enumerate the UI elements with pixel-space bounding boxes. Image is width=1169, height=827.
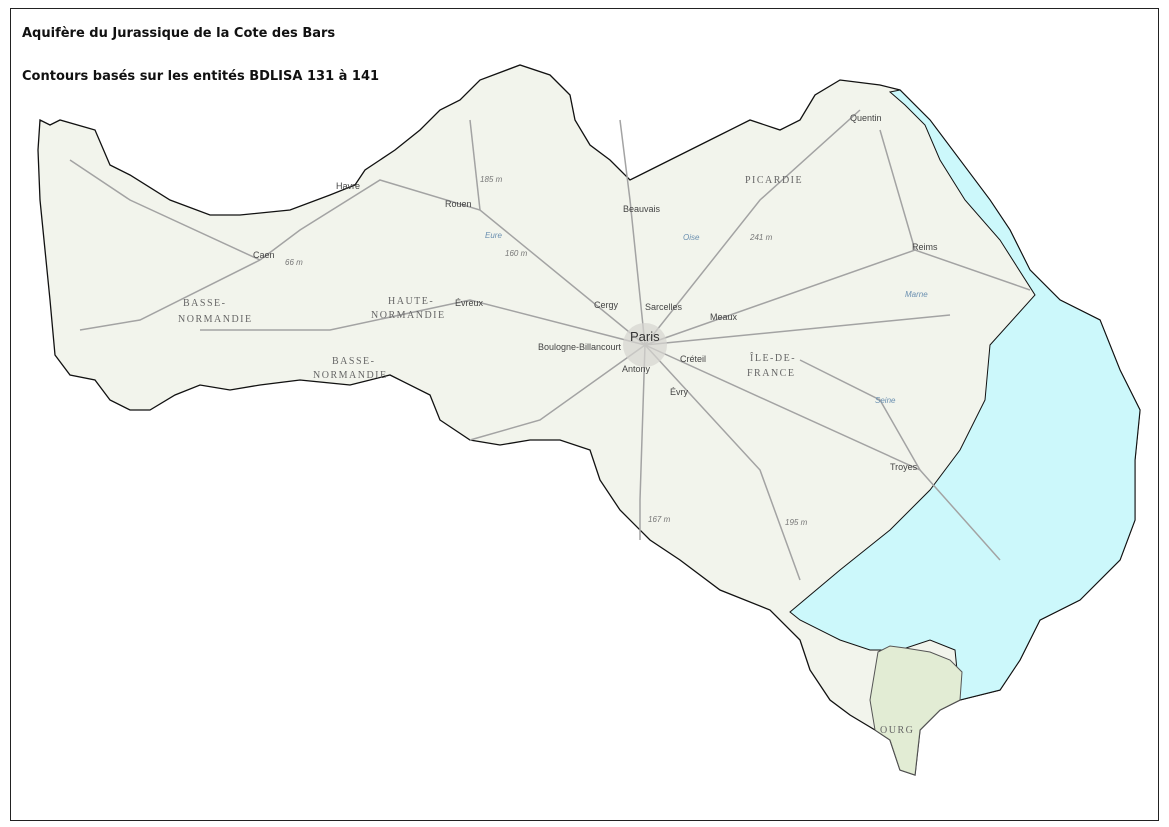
aquifer-area	[789, 89, 1141, 701]
label-picardie: PICARDIE	[745, 175, 803, 186]
label-oise: Oise	[683, 233, 700, 242]
label-marne: Marne	[905, 290, 928, 299]
label-haute-normandie-b: NORMANDIE	[371, 310, 446, 321]
map-subtitle: Contours basés sur les entités BDLISA 13…	[22, 69, 380, 84]
label-evry: Évry	[670, 387, 689, 397]
label-elev-195: 195 m	[785, 518, 808, 527]
label-creteil: Créteil	[680, 354, 706, 364]
paris-urban-area	[623, 323, 667, 367]
label-paris: Paris	[630, 329, 660, 344]
label-elev-160: 160 m	[505, 249, 528, 258]
label-troyes: Troyes	[890, 462, 918, 472]
label-evreux: Évreux	[455, 298, 484, 308]
label-basse-normandie-1b: NORMANDIE	[178, 314, 253, 325]
label-ile-de-france-a: ÎLE-DE-	[750, 352, 796, 364]
label-caen: Caen	[253, 250, 275, 260]
label-antony: Antony	[622, 364, 651, 374]
label-rouen: Rouen	[445, 199, 472, 209]
map-frame	[10, 8, 1159, 821]
label-cergy: Cergy	[594, 300, 619, 310]
label-ile-de-france-b: FRANCE	[747, 368, 795, 379]
label-reims: Reims	[912, 242, 938, 252]
label-basse-normandie-1a: BASSE-	[183, 298, 226, 309]
label-haute-normandie-a: HAUTE-	[388, 296, 434, 307]
map-title: Aquifère du Jurassique de la Cote des Ba…	[22, 26, 336, 41]
label-beauvais: Beauvais	[623, 204, 661, 214]
label-eure: Eure	[485, 231, 502, 240]
label-basse-normandie-2b: NORMANDIE	[313, 370, 388, 381]
label-meaux: Meaux	[710, 312, 738, 322]
label-basse-normandie-2a: BASSE-	[332, 356, 375, 367]
label-elev-66: 66 m	[285, 258, 303, 267]
bourgogne-inset	[869, 645, 963, 776]
label-sarcelles: Sarcelles	[645, 302, 683, 312]
road-network	[69, 109, 1031, 581]
label-bourgogne-partial: OURG	[880, 725, 914, 736]
label-elev-185: 185 m	[480, 175, 503, 184]
label-elev-167: 167 m	[648, 515, 671, 524]
label-havre: Havre	[336, 181, 360, 191]
label-seine: Seine	[875, 396, 896, 405]
label-elev-241: 241 m	[749, 233, 773, 242]
label-quentin: Quentin	[850, 113, 882, 123]
label-boulogne-billancourt: Boulogne-Billancourt	[538, 342, 622, 352]
